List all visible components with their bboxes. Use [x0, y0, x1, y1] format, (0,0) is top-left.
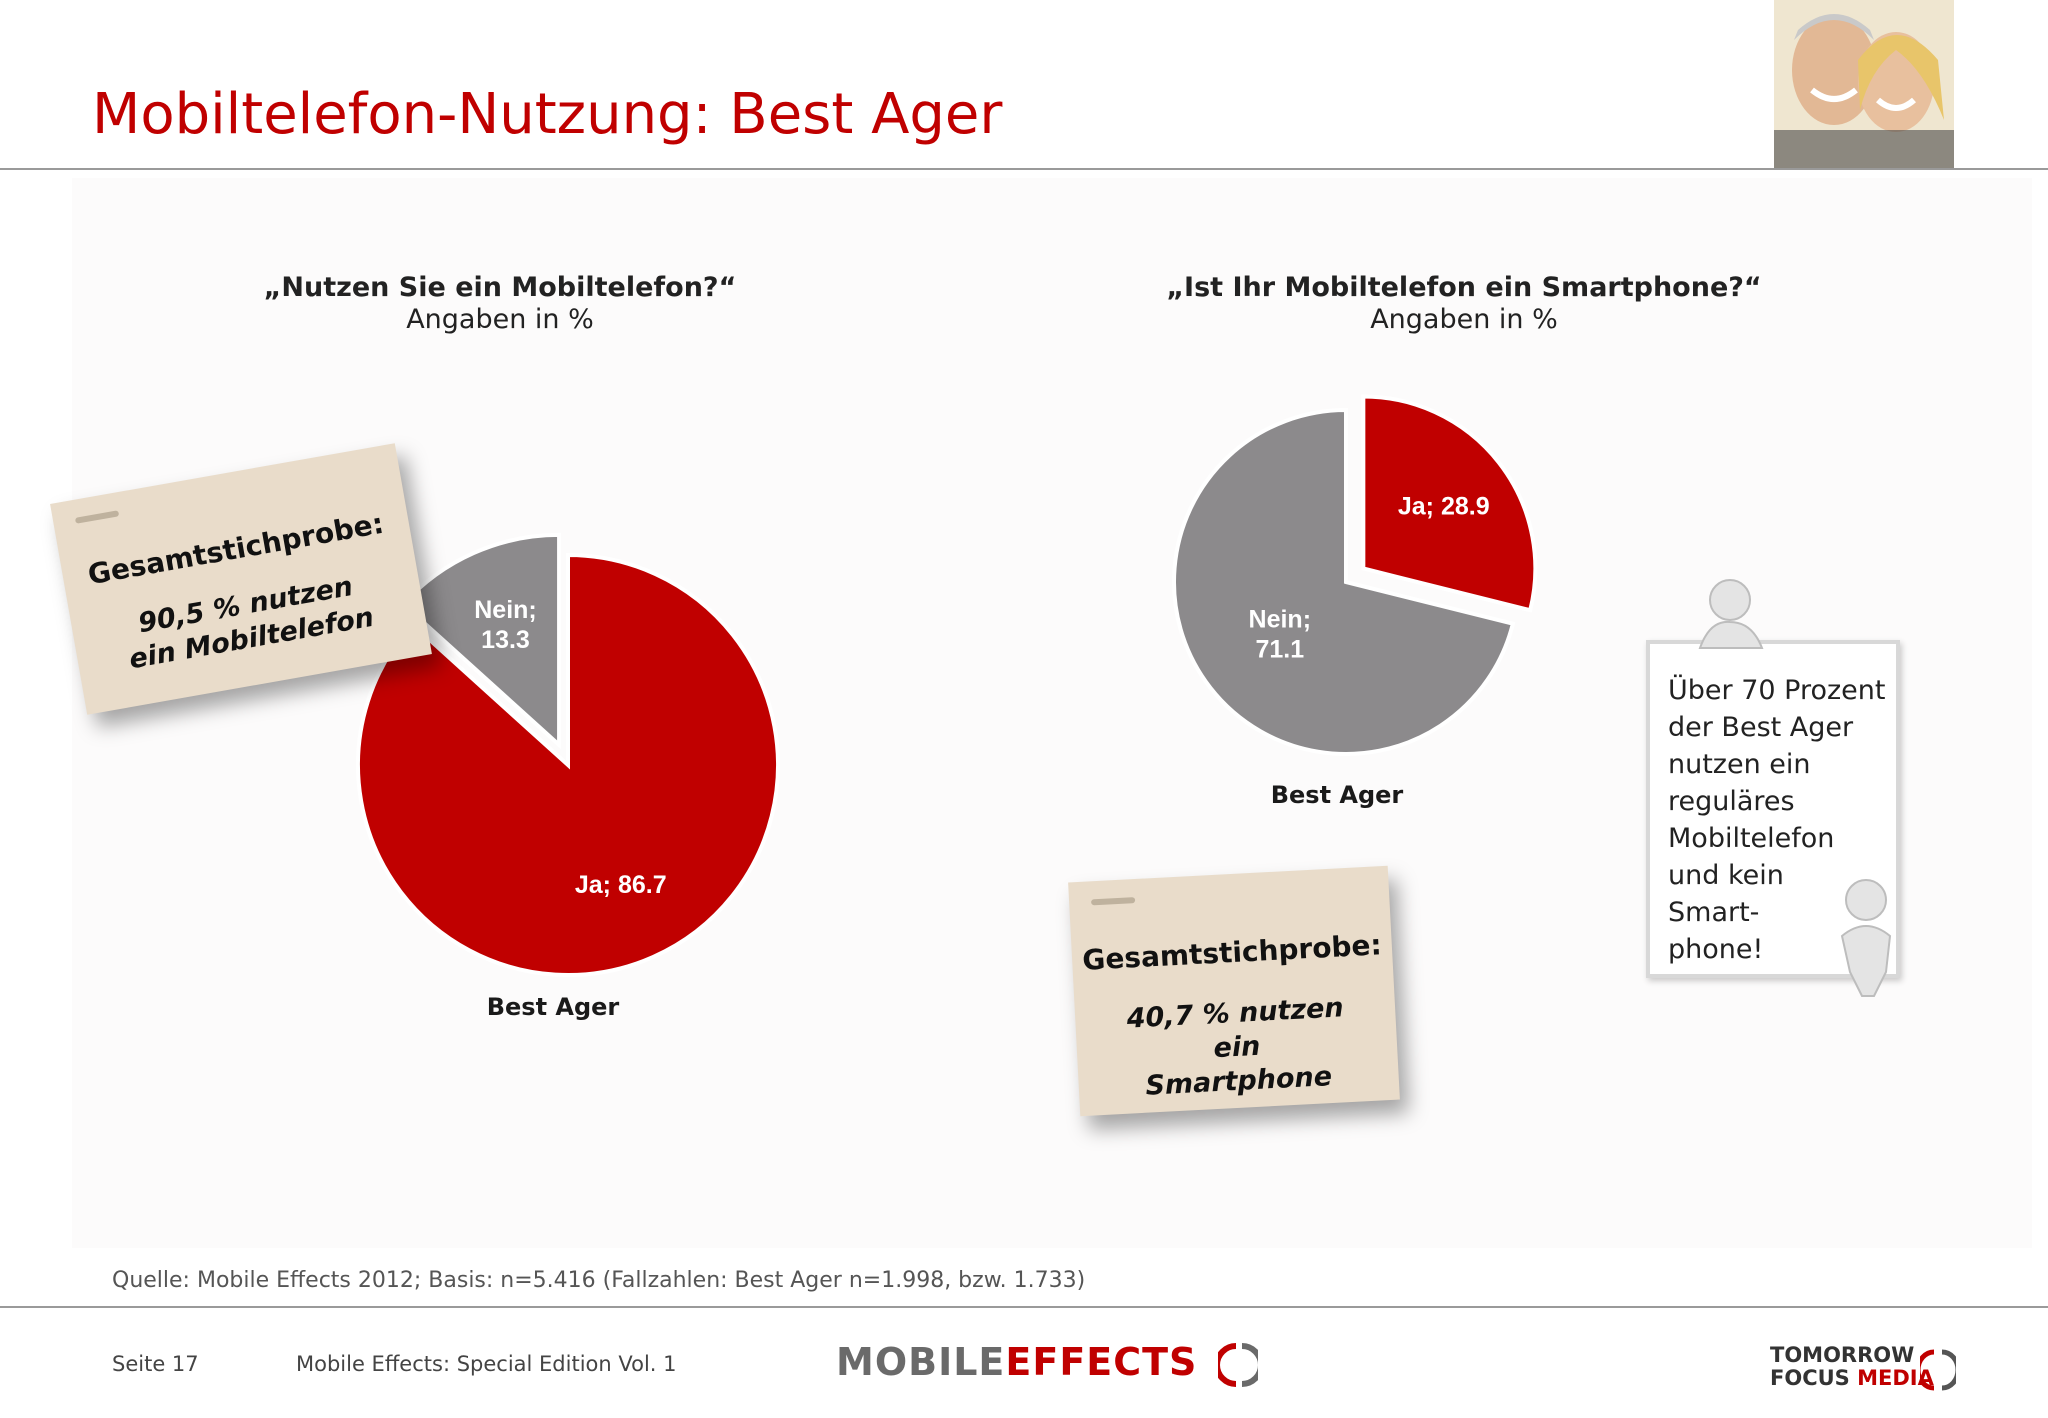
pie-slice-ja — [1361, 394, 1538, 613]
slice-label-ja: Ja; 28.9 — [1398, 493, 1490, 521]
chart1-title: „Nutzen Sie ein Mobiltelefon?“ — [263, 272, 737, 303]
category-label: Best Ager — [1271, 781, 1404, 809]
logo-text-a: MOBILE — [836, 1340, 1006, 1384]
page-title: Mobiltelefon-Nutzung: Best Ager — [92, 82, 1003, 147]
pie-chart-mobiltelefon: Ja; 86.7 Nein;13.3 Best Ager — [356, 532, 780, 1021]
header-divider — [0, 168, 2048, 170]
sign-line: nutzen ein — [1668, 749, 1811, 780]
sign-text: Über 70 Prozent der Best Ager nutzen ein… — [1668, 672, 1885, 968]
note-body: 40,7 % nutzen ein Smartphone — [1125, 992, 1345, 1102]
logo-text-c: MEDIA — [1857, 1366, 1934, 1390]
slice-label-nein: 13.3 — [481, 626, 530, 654]
note-tape — [1091, 897, 1136, 906]
slice-label-ja: Ja; 86.7 — [575, 871, 667, 899]
logo-bracket-icon — [1213, 1342, 1264, 1387]
mobile-effects-logo: MOBILEEFFECTS — [836, 1340, 1264, 1387]
pie-chart-smartphone: Ja; 28.9 Nein;71.1 Best Ager — [1171, 394, 1538, 809]
footer-divider — [0, 1306, 2048, 1308]
callout-sign: Über 70 Prozent der Best Ager nutzen ein… — [1646, 640, 1900, 978]
chart2-heading: „Ist Ihr Mobiltelefon ein Smartphone?“ A… — [1114, 272, 1814, 336]
sign-line: reguläres — [1668, 786, 1795, 817]
sign-line: phone! — [1668, 934, 1764, 965]
source-note: Quelle: Mobile Effects 2012; Basis: n=5.… — [112, 1268, 1086, 1293]
sign-line: Mobiltelefon — [1668, 823, 1835, 854]
pie-slice-nein — [1171, 407, 1516, 756]
publication-name: Mobile Effects: Special Edition Vol. 1 — [296, 1352, 677, 1376]
sign-line: und kein — [1668, 860, 1784, 891]
sign-line: Über 70 Prozent — [1668, 675, 1886, 706]
slice-label-nein: Nein; — [1249, 606, 1312, 634]
note-tape — [74, 510, 120, 524]
logo-text-b: FOCUS — [1770, 1366, 1850, 1390]
chart2-title: „Ist Ihr Mobiltelefon ein Smartphone?“ — [1166, 272, 1762, 303]
slice-label-nein: 71.1 — [1255, 636, 1304, 664]
figure-top-icon — [1698, 579, 1764, 649]
header-photo — [1774, 0, 1954, 168]
chart1-heading: „Nutzen Sie ein Mobiltelefon?“ Angaben i… — [200, 272, 800, 336]
logo-text-a: TOMORROW — [1770, 1343, 1915, 1367]
sign-line: der Best Ager — [1668, 712, 1854, 743]
page-number: Seite 17 — [112, 1352, 199, 1376]
note-heading: Gesamtstichprobe: — [1081, 928, 1383, 977]
chart1-subtitle: Angaben in % — [406, 304, 594, 335]
sign-line: Smart- — [1668, 897, 1760, 928]
pie-slice-ja — [356, 552, 780, 977]
logo-bracket-icon — [1920, 1349, 1956, 1391]
tomorrow-focus-media-logo: TOMORROW FOCUS MEDIA — [1770, 1343, 1956, 1391]
note-gesamtstichprobe-smartphone: Gesamtstichprobe: 40,7 % nutzen ein Smar… — [1068, 865, 1400, 1117]
category-label: Best Ager — [487, 993, 620, 1021]
logo-text-b: EFFECTS — [1005, 1340, 1198, 1384]
chart2-subtitle: Angaben in % — [1370, 304, 1558, 335]
figure-bottom-icon — [1840, 879, 1892, 997]
slice-label-nein: Nein; — [474, 596, 537, 624]
